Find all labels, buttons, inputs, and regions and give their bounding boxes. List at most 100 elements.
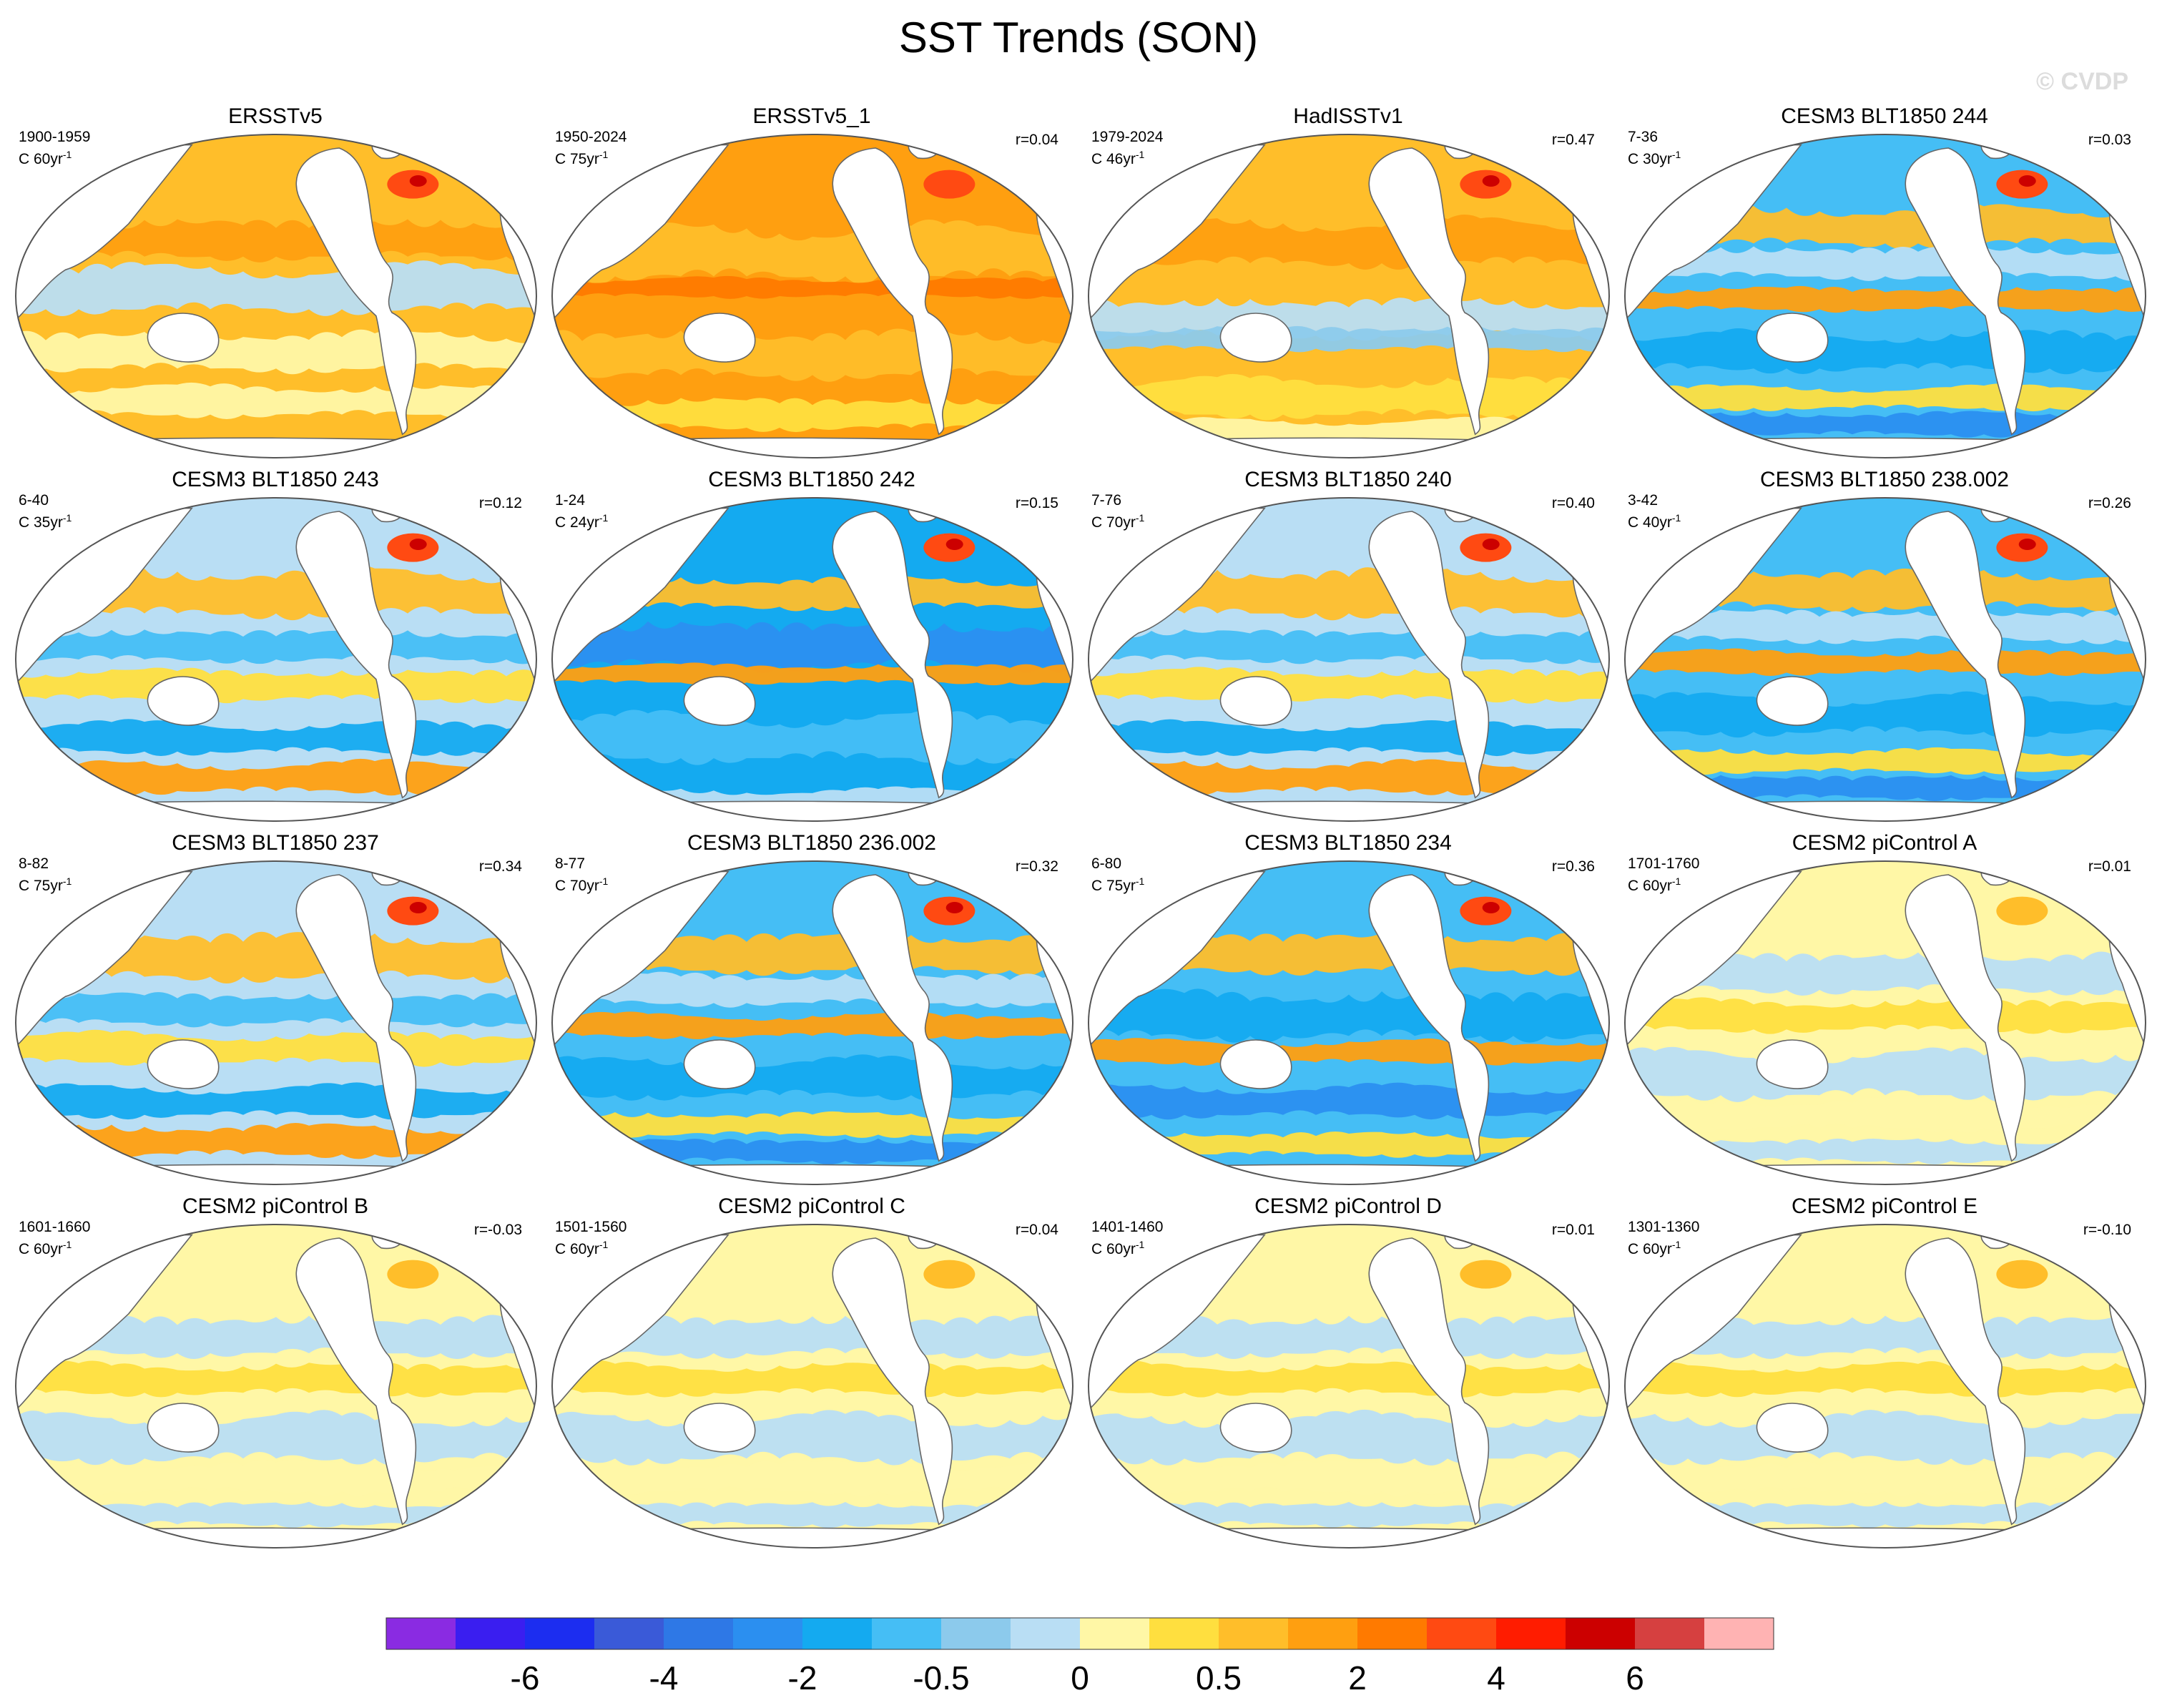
trend-band	[552, 398, 1073, 433]
panel-period: 1950-2024	[555, 129, 627, 145]
land-australia	[683, 1403, 756, 1453]
colorbar-swatch	[1496, 1618, 1566, 1649]
panel-period: 1301-1360	[1628, 1219, 1700, 1235]
map-panel: ERSSTv5_1 1950-2024 C 75yr-1 r=0.04	[542, 104, 1081, 468]
land-americas	[1905, 874, 2026, 1162]
trend-band	[1089, 1360, 1609, 1398]
colorbar-label: 2	[1348, 1659, 1367, 1697]
trend-band	[1089, 214, 1609, 270]
units-text: C 70yr	[555, 878, 599, 894]
map-border	[1624, 860, 2146, 1185]
trend-band	[552, 1137, 1073, 1164]
panel-correlation: r=0.26	[2088, 495, 2131, 511]
units-exponent: -1	[62, 149, 72, 160]
panel-period: 1-24	[555, 492, 586, 509]
trend-band	[552, 1110, 1073, 1139]
colorbar-swatch	[1704, 1618, 1774, 1649]
trend-band	[1625, 1410, 2146, 1466]
land-australia	[147, 1039, 220, 1089]
panel-units: C 40yr-1	[1628, 509, 1681, 531]
units-text: C 40yr	[1628, 514, 1672, 531]
colorbar-swatch	[1288, 1618, 1358, 1649]
trend-band	[16, 1459, 536, 1496]
colorbar-label: 4	[1487, 1659, 1505, 1697]
trend-band	[1089, 1082, 1609, 1120]
panel-correlation: r=-0.10	[2083, 1222, 2131, 1238]
map-border	[551, 860, 1073, 1185]
land-australia	[1219, 1039, 1292, 1089]
colorbar-swatch	[456, 1618, 526, 1649]
panel-title: CESM2 piControl A	[1792, 831, 1977, 855]
panel-correlation: r=0.01	[2088, 858, 2131, 875]
trend-band	[1625, 285, 2146, 313]
panel-units: C 60yr-1	[19, 1236, 72, 1258]
trend-band	[16, 1029, 536, 1067]
map-plot	[1624, 497, 2146, 822]
panel-title: CESM2 piControl B	[182, 1194, 369, 1218]
colorbar-swatch	[1427, 1618, 1497, 1649]
panel-title: CESM3 BLT1850 243	[172, 468, 379, 491]
land-americas	[295, 874, 417, 1162]
panel-units: C 60yr-1	[1628, 873, 1681, 895]
land-americas	[1905, 511, 2026, 799]
map-border	[1088, 860, 1610, 1185]
land-australia	[1219, 313, 1292, 363]
trend-band	[1089, 667, 1609, 704]
colorbar-swatch	[525, 1618, 595, 1649]
land-greenland	[1980, 1224, 2013, 1250]
panel-units: C 75yr-1	[1091, 873, 1144, 895]
colorbar-swatch	[594, 1618, 664, 1649]
units-exponent: -1	[1135, 512, 1145, 524]
map-plot	[551, 497, 1073, 822]
units-exponent: -1	[599, 1239, 609, 1250]
panel-period: 1601-1660	[19, 1219, 91, 1235]
map-border	[551, 1224, 1073, 1549]
land-australia	[147, 313, 220, 363]
panel-correlation: r=0.32	[1015, 858, 1058, 875]
map-plot	[551, 860, 1073, 1185]
trend-band	[1625, 1360, 2146, 1398]
trend-band	[1089, 628, 1609, 664]
land-australia	[683, 676, 756, 726]
map-panel: CESM2 piControl E 1301-1360 C 60yr-1 r=-0.1…	[1615, 1194, 2154, 1558]
colorbar-swatch	[664, 1618, 734, 1649]
land-americas	[832, 1237, 953, 1526]
colorbar-label: -0.5	[913, 1659, 969, 1697]
land-australia	[147, 676, 220, 726]
units-text: C 75yr	[555, 151, 599, 167]
panel-units: C 75yr-1	[19, 873, 72, 895]
north-atlantic-spot	[1996, 1260, 2048, 1289]
page-title: SST Trends (SON)	[898, 14, 1259, 62]
trend-band	[1089, 1129, 1609, 1158]
trend-band	[552, 328, 1073, 382]
land-greenland	[1444, 861, 1477, 886]
trend-band	[1089, 325, 1609, 353]
panel-units: C 70yr-1	[1091, 509, 1144, 531]
panel-period: 6-80	[1091, 855, 1122, 872]
colorbar-label: 0.5	[1196, 1659, 1242, 1697]
map-plot	[15, 1224, 537, 1549]
trend-band	[552, 662, 1073, 686]
map-border	[15, 497, 537, 822]
panel-title: CESM2 piControl C	[718, 1194, 905, 1218]
land-americas	[1368, 1237, 1490, 1526]
trend-band	[16, 1315, 536, 1360]
trend-band	[552, 220, 1073, 285]
trend-band	[1625, 246, 2146, 281]
map-border	[1624, 134, 2146, 458]
land-greenland	[1444, 1224, 1477, 1250]
units-exponent: -1	[62, 875, 72, 887]
map-plot	[15, 497, 537, 822]
trend-band	[1089, 1314, 1609, 1360]
land-greenland	[908, 861, 940, 886]
map-panel: CESM2 piControl C 1501-1560 C 60yr-1 r=0.04	[542, 1194, 1081, 1558]
trend-band	[1625, 1501, 2146, 1528]
colorbar-swatch	[1149, 1618, 1219, 1649]
units-exponent: -1	[1135, 149, 1145, 160]
panel-period: 1979-2024	[1091, 129, 1164, 145]
colorbar-swatch	[1635, 1618, 1705, 1649]
units-exponent: -1	[62, 1239, 72, 1250]
panel-title: ERSSTv5_1	[752, 104, 871, 128]
north-atlantic-core	[945, 902, 963, 913]
units-exponent: -1	[599, 149, 609, 160]
